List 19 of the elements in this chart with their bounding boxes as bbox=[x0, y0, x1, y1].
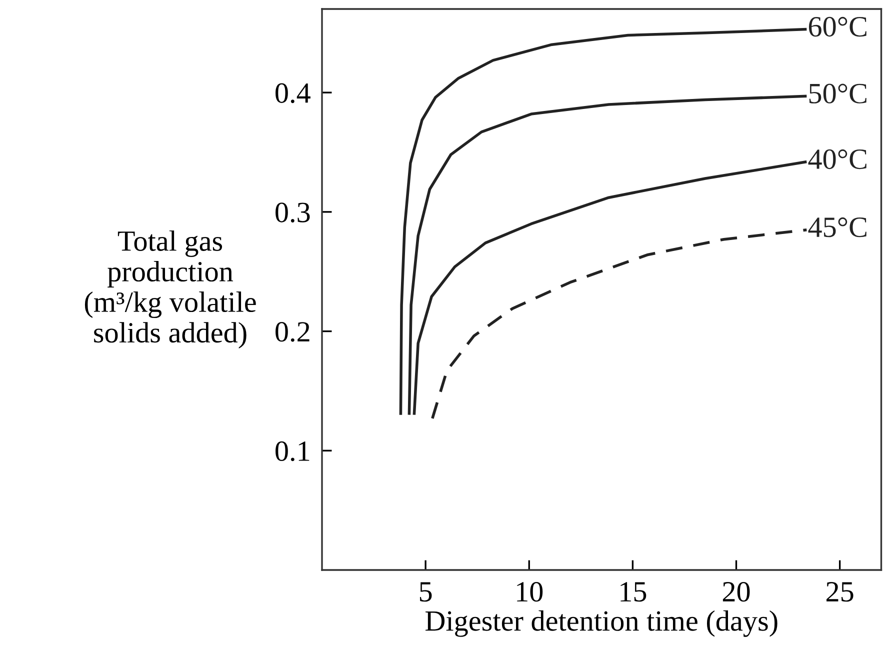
y-axis-title: Total gas production (m³/kg volatile solids added) bbox=[84, 230, 256, 349]
line-series bbox=[431, 228, 808, 420]
x-tick-label: 10 bbox=[517, 582, 543, 602]
y-tick-label: 0.3 bbox=[276, 202, 310, 222]
line-series bbox=[399, 28, 808, 416]
x-tick-label: 20 bbox=[722, 582, 750, 602]
series-label: 60°C bbox=[808, 16, 866, 37]
series-label: 50°C bbox=[809, 84, 866, 104]
y-tick-label: 0.4 bbox=[276, 83, 310, 104]
x-axis-title: Digester detention time (days) bbox=[425, 610, 778, 637]
x-tick-label: 25 bbox=[826, 582, 854, 602]
x-tick-label: 15 bbox=[620, 582, 646, 602]
x-tick-label: 5 bbox=[420, 582, 432, 602]
series-label: 40°C bbox=[808, 149, 866, 170]
line-series bbox=[412, 160, 808, 416]
line-series bbox=[408, 94, 808, 416]
y-tick-label: 0.2 bbox=[276, 322, 310, 342]
y-tick-label: 0.1 bbox=[276, 441, 310, 462]
series-label: 45°C bbox=[808, 217, 866, 238]
